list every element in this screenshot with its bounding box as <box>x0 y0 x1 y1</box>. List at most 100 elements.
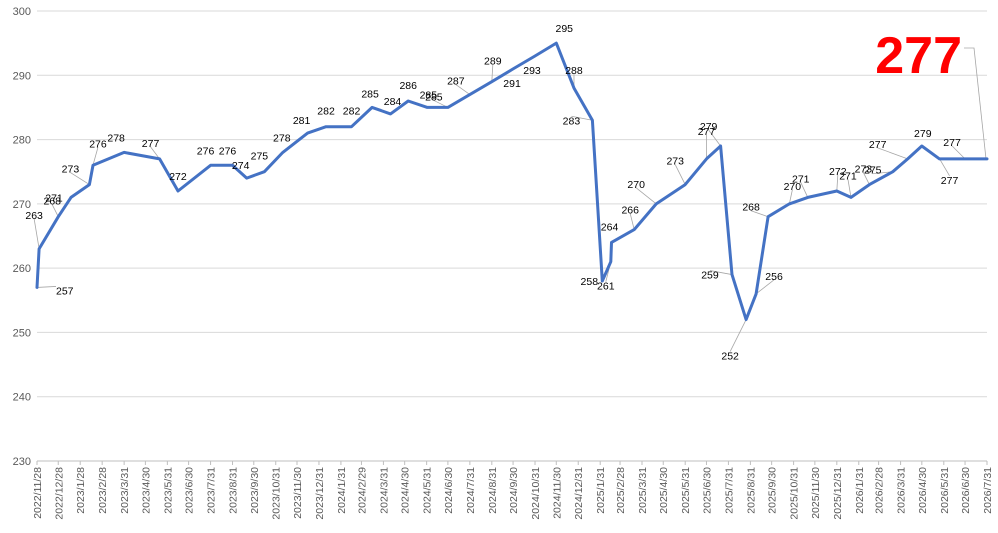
x-tick-label: 2023/6/30 <box>184 467 196 514</box>
label-leader <box>150 146 160 160</box>
label-leader <box>455 84 471 95</box>
x-tick-label: 2024/2/29 <box>356 467 368 514</box>
data-label: 276 <box>197 145 215 157</box>
data-label: 271 <box>45 192 63 204</box>
data-label: 282 <box>317 106 335 118</box>
data-label: 276 <box>219 145 237 157</box>
data-label: 266 <box>621 205 639 217</box>
label-leader <box>877 147 908 160</box>
x-tick-label: 2023/7/31 <box>206 467 218 514</box>
x-tick-label: 2023/10/31 <box>271 467 283 520</box>
x-tick-label: 2023/11/30 <box>292 467 304 519</box>
label-leader <box>36 286 57 288</box>
data-label: 268 <box>43 196 61 208</box>
label-leader-lines <box>33 47 987 352</box>
x-tick-label: 2025/8/31 <box>745 467 757 514</box>
x-tick-label: 2026/1/31 <box>854 467 866 514</box>
data-label: 256 <box>765 271 783 283</box>
label-leader <box>836 174 839 192</box>
data-label: 282 <box>343 106 361 118</box>
label-leader <box>491 64 494 82</box>
x-tick-label: 2026/5/31 <box>939 467 951 514</box>
data-label: 273 <box>62 164 80 176</box>
data-label: 263 <box>25 210 43 222</box>
series-line <box>35 41 989 322</box>
label-leader <box>708 129 721 147</box>
x-tick-label: 2025/7/31 <box>723 467 735 514</box>
data-label: 277 <box>869 139 887 151</box>
y-tick-label: 280 <box>13 135 31 147</box>
x-tick-label: 2025/1/31 <box>595 467 607 514</box>
data-label: 279 <box>700 121 718 133</box>
x-tick-label: 2024/7/31 <box>465 467 477 514</box>
x-tick-label: 2023/4/30 <box>140 467 152 514</box>
label-leader <box>709 270 733 275</box>
data-label: 286 <box>399 80 417 92</box>
callout-leader <box>964 47 987 159</box>
price-series <box>35 41 989 322</box>
label-leader <box>571 115 593 121</box>
label-leader <box>939 158 950 177</box>
data-label: 276 <box>89 138 107 150</box>
label-leader <box>951 145 966 160</box>
data-label: 258 <box>581 276 599 288</box>
data-label: 264 <box>601 221 619 233</box>
y-tick-label: 270 <box>13 199 31 211</box>
data-label: 291 <box>503 78 521 90</box>
label-leader <box>863 172 870 185</box>
label-leader <box>755 279 775 295</box>
x-tick-label: 2026/4/30 <box>917 467 929 514</box>
x-tick-label: 2024/11/30 <box>551 467 563 519</box>
data-label: 288 <box>565 65 583 77</box>
label-leader <box>847 179 852 198</box>
y-tick-label: 250 <box>13 327 31 339</box>
data-label: 272 <box>169 171 187 183</box>
data-label: 278 <box>273 132 291 144</box>
x-tick-label: 2024/9/30 <box>508 467 520 514</box>
x-tick-label: 2023/8/31 <box>228 467 240 514</box>
y-tick-label: 300 <box>13 6 31 18</box>
x-tick-label: 2025/5/31 <box>680 467 692 514</box>
data-label: 295 <box>556 23 574 35</box>
y-tick-label: 290 <box>13 70 31 82</box>
data-label: 277 <box>142 138 160 150</box>
x-tick-label: 2026/6/30 <box>960 467 972 514</box>
x-tick-label: 2025/9/30 <box>767 467 779 514</box>
data-label: 273 <box>855 164 873 176</box>
label-leader <box>750 210 769 218</box>
data-label: 273 <box>666 156 684 168</box>
gridlines <box>37 10 987 462</box>
data-label: 274 <box>232 160 250 172</box>
x-tick-label: 2023/2/28 <box>97 467 109 514</box>
data-label: 281 <box>293 115 311 127</box>
data-label: 277 <box>698 126 716 138</box>
x-axis: 2022/11/28 2022/12/28 2023/1/28 2023/2/28 20… <box>32 461 994 520</box>
x-tick-label: 2024/4/30 <box>400 467 412 514</box>
data-label: 271 <box>792 173 810 185</box>
label-leader <box>674 164 686 185</box>
data-label: 277 <box>941 175 959 187</box>
x-tick-label: 2024/6/30 <box>443 467 455 514</box>
label-leader <box>635 187 657 205</box>
label-leader <box>788 189 793 204</box>
data-label: 272 <box>829 166 847 178</box>
data-label: 285 <box>361 88 379 100</box>
x-tick-label: 2025/3/31 <box>637 467 649 514</box>
label-leader <box>729 319 747 352</box>
x-tick-label: 2023/5/31 <box>162 467 174 514</box>
data-label: 285 <box>425 91 443 103</box>
label-leader <box>70 172 90 185</box>
data-label: 279 <box>914 128 932 140</box>
data-label: 275 <box>864 165 882 177</box>
data-label: 287 <box>447 76 465 88</box>
x-tick-label: 2025/11/30 <box>810 467 822 519</box>
label-leader <box>629 213 635 230</box>
data-label: 261 <box>597 281 615 293</box>
x-tick-label: 2023/12/31 <box>314 467 326 520</box>
data-label: 270 <box>627 179 645 191</box>
x-tick-label: 2025/2/28 <box>615 467 627 514</box>
data-label: 257 <box>56 285 74 297</box>
x-tick-label: 2022/11/28 <box>32 467 44 519</box>
